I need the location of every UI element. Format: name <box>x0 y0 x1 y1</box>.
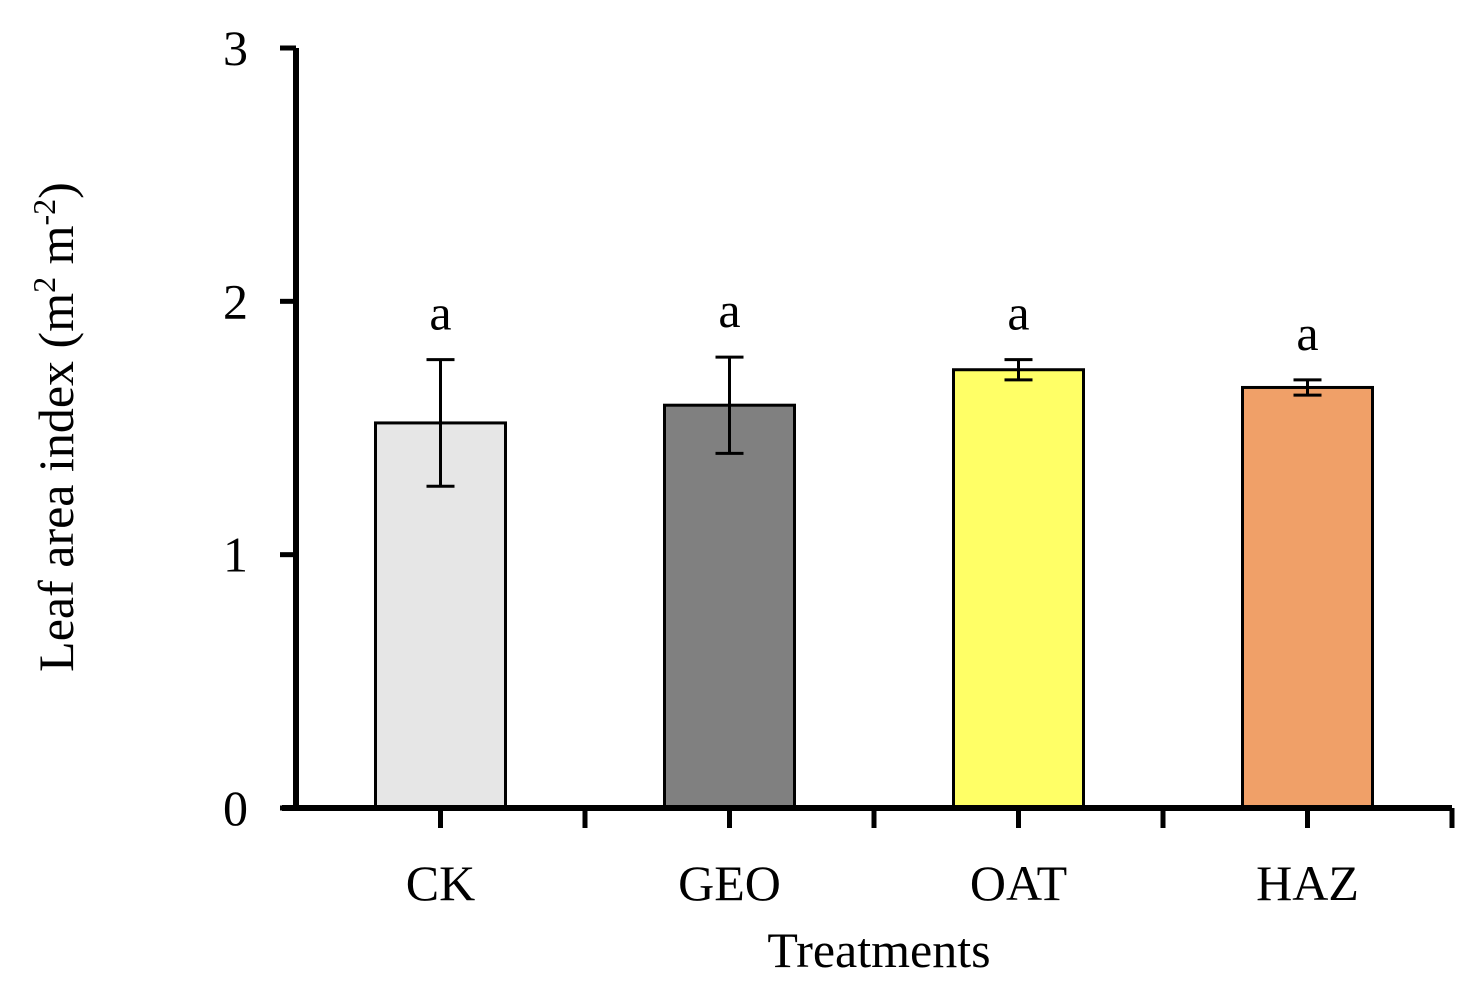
bar-haz <box>1241 385 1374 810</box>
x-tick-label-geo: GEO <box>678 855 781 911</box>
y-tick-label-0: 0 <box>223 780 248 836</box>
y-axis-title-end: ) <box>28 182 84 199</box>
y-axis-title: Leaf area index (m2 m-2) <box>26 182 84 672</box>
x-tick-label-oat: OAT <box>970 855 1067 911</box>
bars-layer <box>374 368 1374 810</box>
y-axis-title-mid: m <box>28 225 84 277</box>
x-axis-title: Treatments <box>767 922 990 978</box>
significance-label-oat: a <box>1007 285 1029 341</box>
significance-label-geo: a <box>718 282 740 338</box>
significance-label-ck: a <box>429 285 451 341</box>
bar-oat <box>952 368 1085 810</box>
axes-layer <box>282 48 1452 811</box>
x-tick-label-ck: CK <box>406 855 475 911</box>
significance-label-haz: a <box>1296 305 1318 361</box>
y-axis-title-sup2: -2 <box>26 199 62 226</box>
y-tick-label-2: 2 <box>223 273 248 329</box>
y-tick-label-3: 3 <box>223 20 248 76</box>
y-axis-title-main: Leaf area index (m <box>28 293 84 672</box>
bar-geo <box>663 403 796 810</box>
labels-layer: a CK a GEO a OAT a HAZ 0 1 2 3 <box>223 20 1359 911</box>
y-tick-label-1: 1 <box>223 527 248 583</box>
error-bars-layer <box>426 355 1322 488</box>
y-axis-title-sup1: 2 <box>26 277 62 293</box>
x-tick-label-haz: HAZ <box>1256 855 1359 911</box>
ticks-layer <box>280 45 1455 828</box>
